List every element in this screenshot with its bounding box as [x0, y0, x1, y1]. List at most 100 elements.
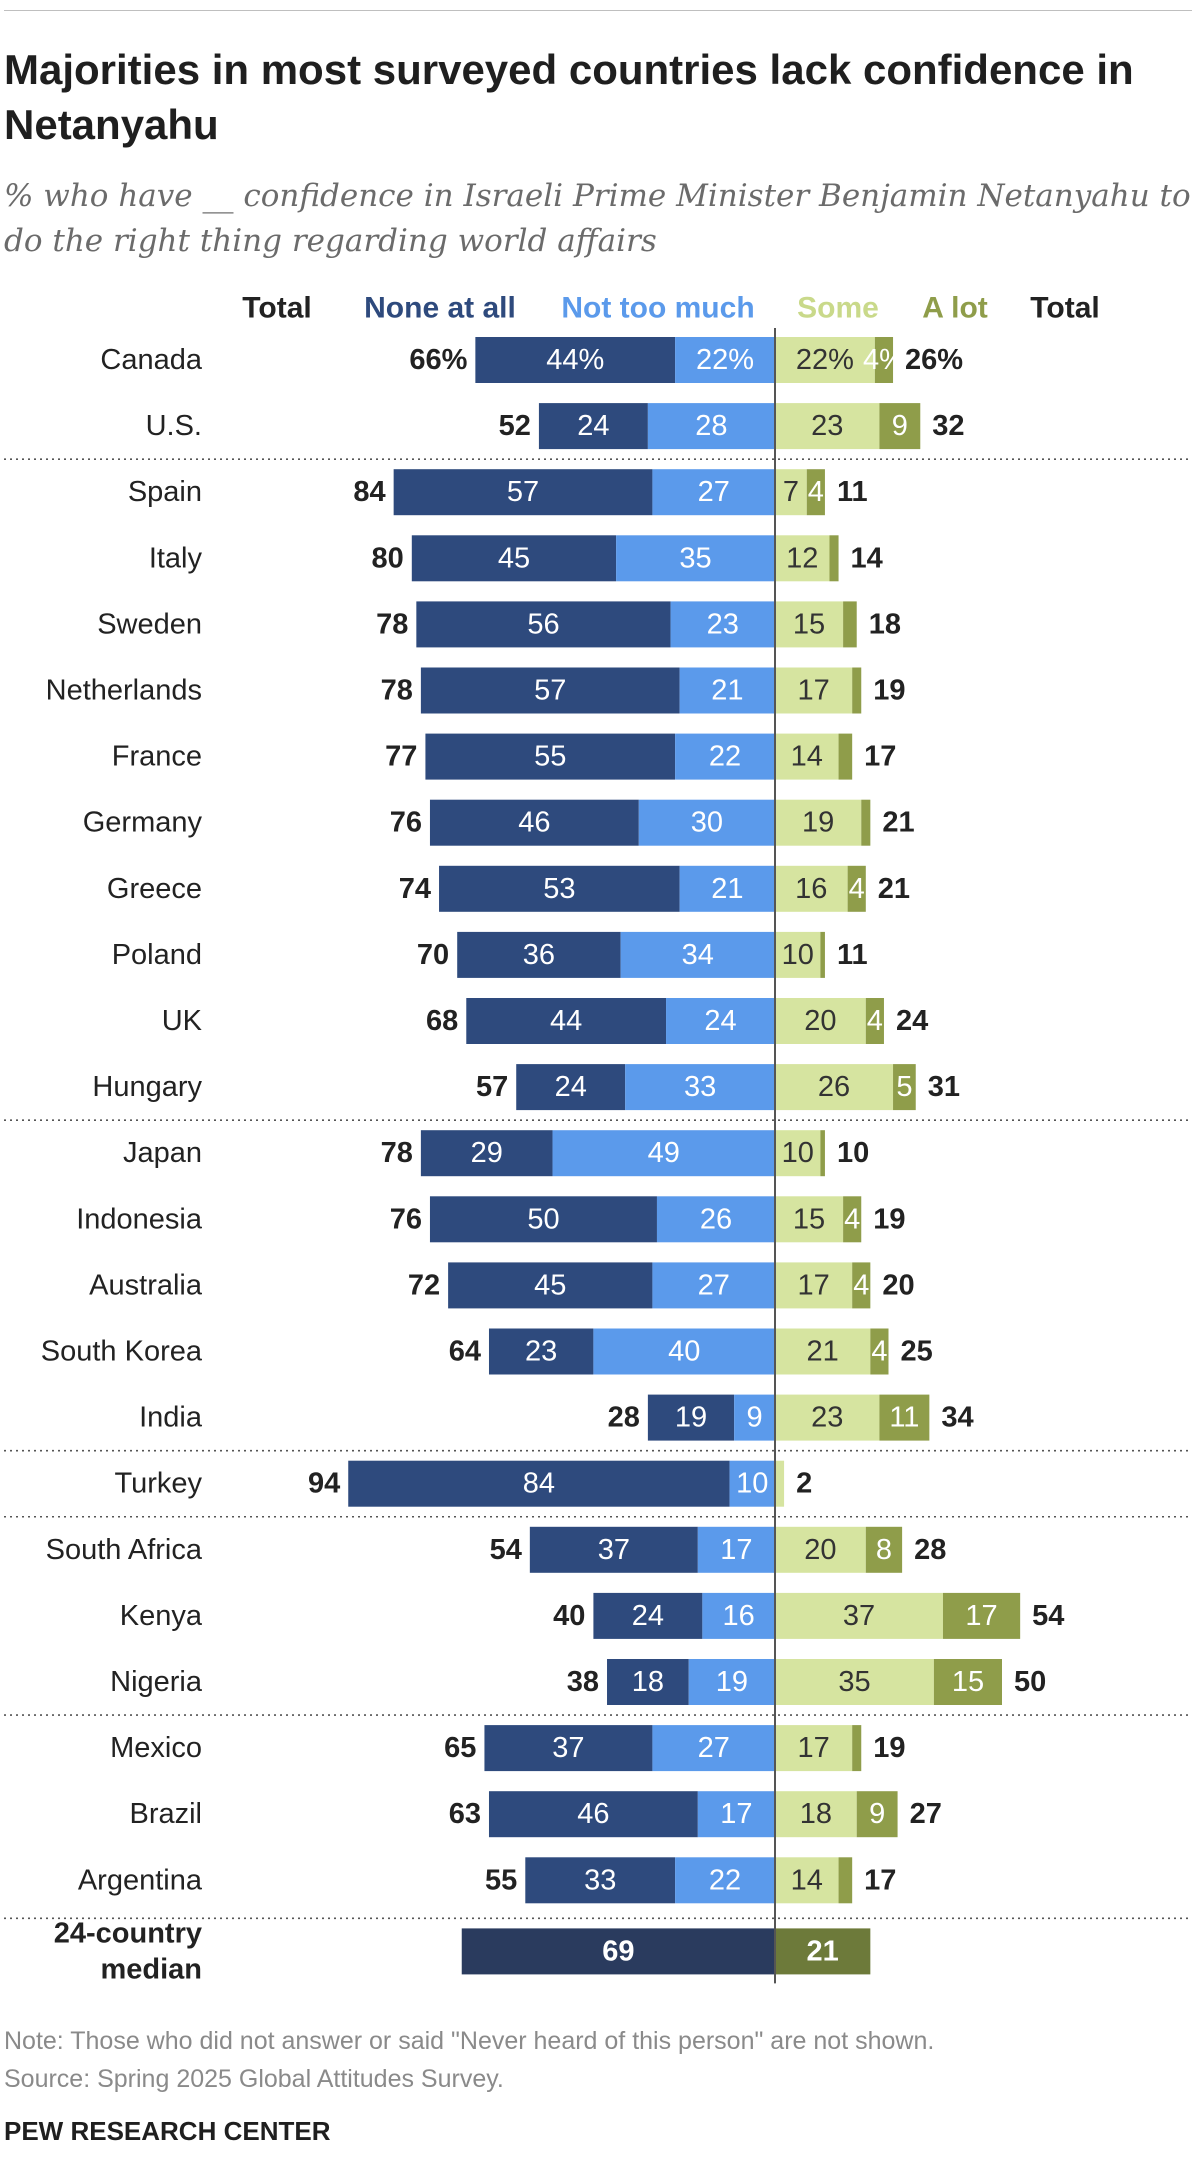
label-not-too-much: 27: [698, 476, 730, 508]
total-positive: 32: [932, 410, 964, 442]
label-not-too-much: 21: [711, 675, 743, 707]
bar-none-at-all: [420, 1130, 553, 1177]
total-positive: 21: [882, 807, 914, 839]
bar-none-at-all: [425, 733, 676, 780]
label-none-at-all: 24: [577, 410, 609, 442]
header-none-at-all: None at all: [364, 292, 516, 325]
bar-not-too-much: [625, 1064, 775, 1111]
label-not-too-much: 35: [679, 542, 711, 574]
label-some: 14: [791, 1864, 823, 1896]
total-negative: 77: [385, 741, 417, 773]
country-label: Nigeria: [110, 1666, 203, 1698]
label-none-at-all: 50: [527, 1203, 559, 1235]
label-not-too-much: 28: [695, 410, 727, 442]
source-text: Source: Spring 2025 Global Attitudes Sur…: [4, 2065, 504, 2093]
country-label: Sweden: [97, 608, 202, 640]
bar-a-lot: [852, 667, 862, 714]
country-label: India: [139, 1402, 203, 1434]
total-negative: 65: [444, 1732, 476, 1764]
bar-none-at-all: [647, 1394, 735, 1441]
country-label: Brazil: [129, 1798, 202, 1830]
bar-some: [775, 1725, 853, 1772]
bar-none-at-all: [393, 469, 653, 516]
bar-none-at-all: [525, 1857, 676, 1904]
bar-none-at-all: [593, 1592, 703, 1639]
bar-not-too-much: [620, 931, 775, 978]
label-none-at-all: 46: [577, 1798, 609, 1830]
label-a-lot: 4: [853, 1269, 869, 1301]
header-a-lot: A lot: [922, 292, 988, 325]
total-positive: 34: [941, 1402, 973, 1434]
total-positive: 28: [914, 1534, 946, 1566]
bar-some: [775, 1064, 894, 1111]
total-negative: 55: [485, 1864, 517, 1896]
label-some: 17: [797, 1732, 829, 1764]
total-positive: 19: [873, 1203, 905, 1235]
bar-some: [775, 1526, 866, 1573]
country-label: Greece: [107, 873, 202, 905]
label-not-too-much: 19: [716, 1666, 748, 1698]
total-positive: 20: [882, 1269, 914, 1301]
bar-not-too-much: [688, 1659, 775, 1705]
total-negative: 80: [372, 542, 404, 574]
bar-a-lot: [838, 1857, 853, 1904]
label-some: 12: [786, 542, 818, 574]
label-not-too-much: 40: [668, 1336, 700, 1368]
label-not-too-much: 16: [723, 1600, 755, 1632]
bar-not-too-much: [647, 403, 775, 450]
label-not-too-much: 34: [682, 939, 714, 971]
bar-not-too-much: [652, 1725, 775, 1772]
label-not-too-much: 22%: [696, 344, 754, 376]
bar-none-at-all: [488, 1328, 594, 1375]
label-none-at-all: 24: [555, 1071, 587, 1103]
bar-some: [775, 667, 853, 714]
bar-some: [775, 1460, 785, 1507]
total-negative: 28: [608, 1402, 640, 1434]
total-positive: 17: [864, 1864, 896, 1896]
total-positive: 11: [837, 476, 868, 508]
total-positive: 31: [928, 1071, 960, 1103]
bar-not-too-much: [616, 535, 775, 582]
bar-a-lot: [838, 733, 853, 780]
label-not-too-much: 17: [720, 1534, 752, 1566]
total-positive: 26%: [905, 344, 963, 376]
total-negative: 78: [381, 675, 413, 707]
bar-none-at-all: [448, 1262, 653, 1309]
label-some: 23: [811, 410, 843, 442]
label-none-at-all: 46: [518, 807, 550, 839]
bar-a-lot: [847, 865, 866, 912]
country-label: Australia: [89, 1269, 203, 1301]
bar-not-too-much: [675, 733, 775, 780]
bar-none-at-all: [429, 799, 639, 846]
country-label: Argentina: [78, 1864, 203, 1896]
bar-not-too-much: [734, 1394, 775, 1441]
label-not-too-much: 49: [648, 1137, 680, 1169]
header-some: Some: [797, 292, 879, 325]
label-not-too-much: 33: [684, 1071, 716, 1103]
label-a-lot: 11: [889, 1402, 919, 1434]
country-label: South Korea: [41, 1336, 203, 1368]
total-negative: 63: [449, 1798, 481, 1830]
country-label: Japan: [123, 1137, 202, 1169]
bar-none-at-all: [466, 998, 667, 1044]
label-some: 10: [782, 939, 814, 971]
bar-some: [775, 865, 848, 912]
label-not-too-much: 22: [709, 741, 741, 773]
label-median-negative: 69: [602, 1935, 634, 1967]
label-not-too-much: 30: [691, 807, 723, 839]
bar-median-positive: [775, 1928, 871, 1975]
country-label: Italy: [149, 542, 203, 574]
total-positive: 10: [837, 1137, 869, 1169]
total-negative: 54: [490, 1534, 522, 1566]
label-not-too-much: 26: [700, 1203, 732, 1235]
total-positive: 14: [851, 542, 883, 574]
country-label: Turkey: [114, 1468, 202, 1500]
total-positive: 27: [910, 1798, 942, 1830]
total-positive: 11: [837, 939, 868, 971]
label-a-lot: 4: [808, 476, 824, 508]
bar-some: [775, 535, 830, 582]
chart-title: Majorities in most surveyed countries la…: [4, 46, 1134, 148]
bar-none-at-all: [457, 931, 621, 978]
bar-not-too-much: [697, 1791, 775, 1838]
bar-not-too-much: [702, 1592, 775, 1639]
